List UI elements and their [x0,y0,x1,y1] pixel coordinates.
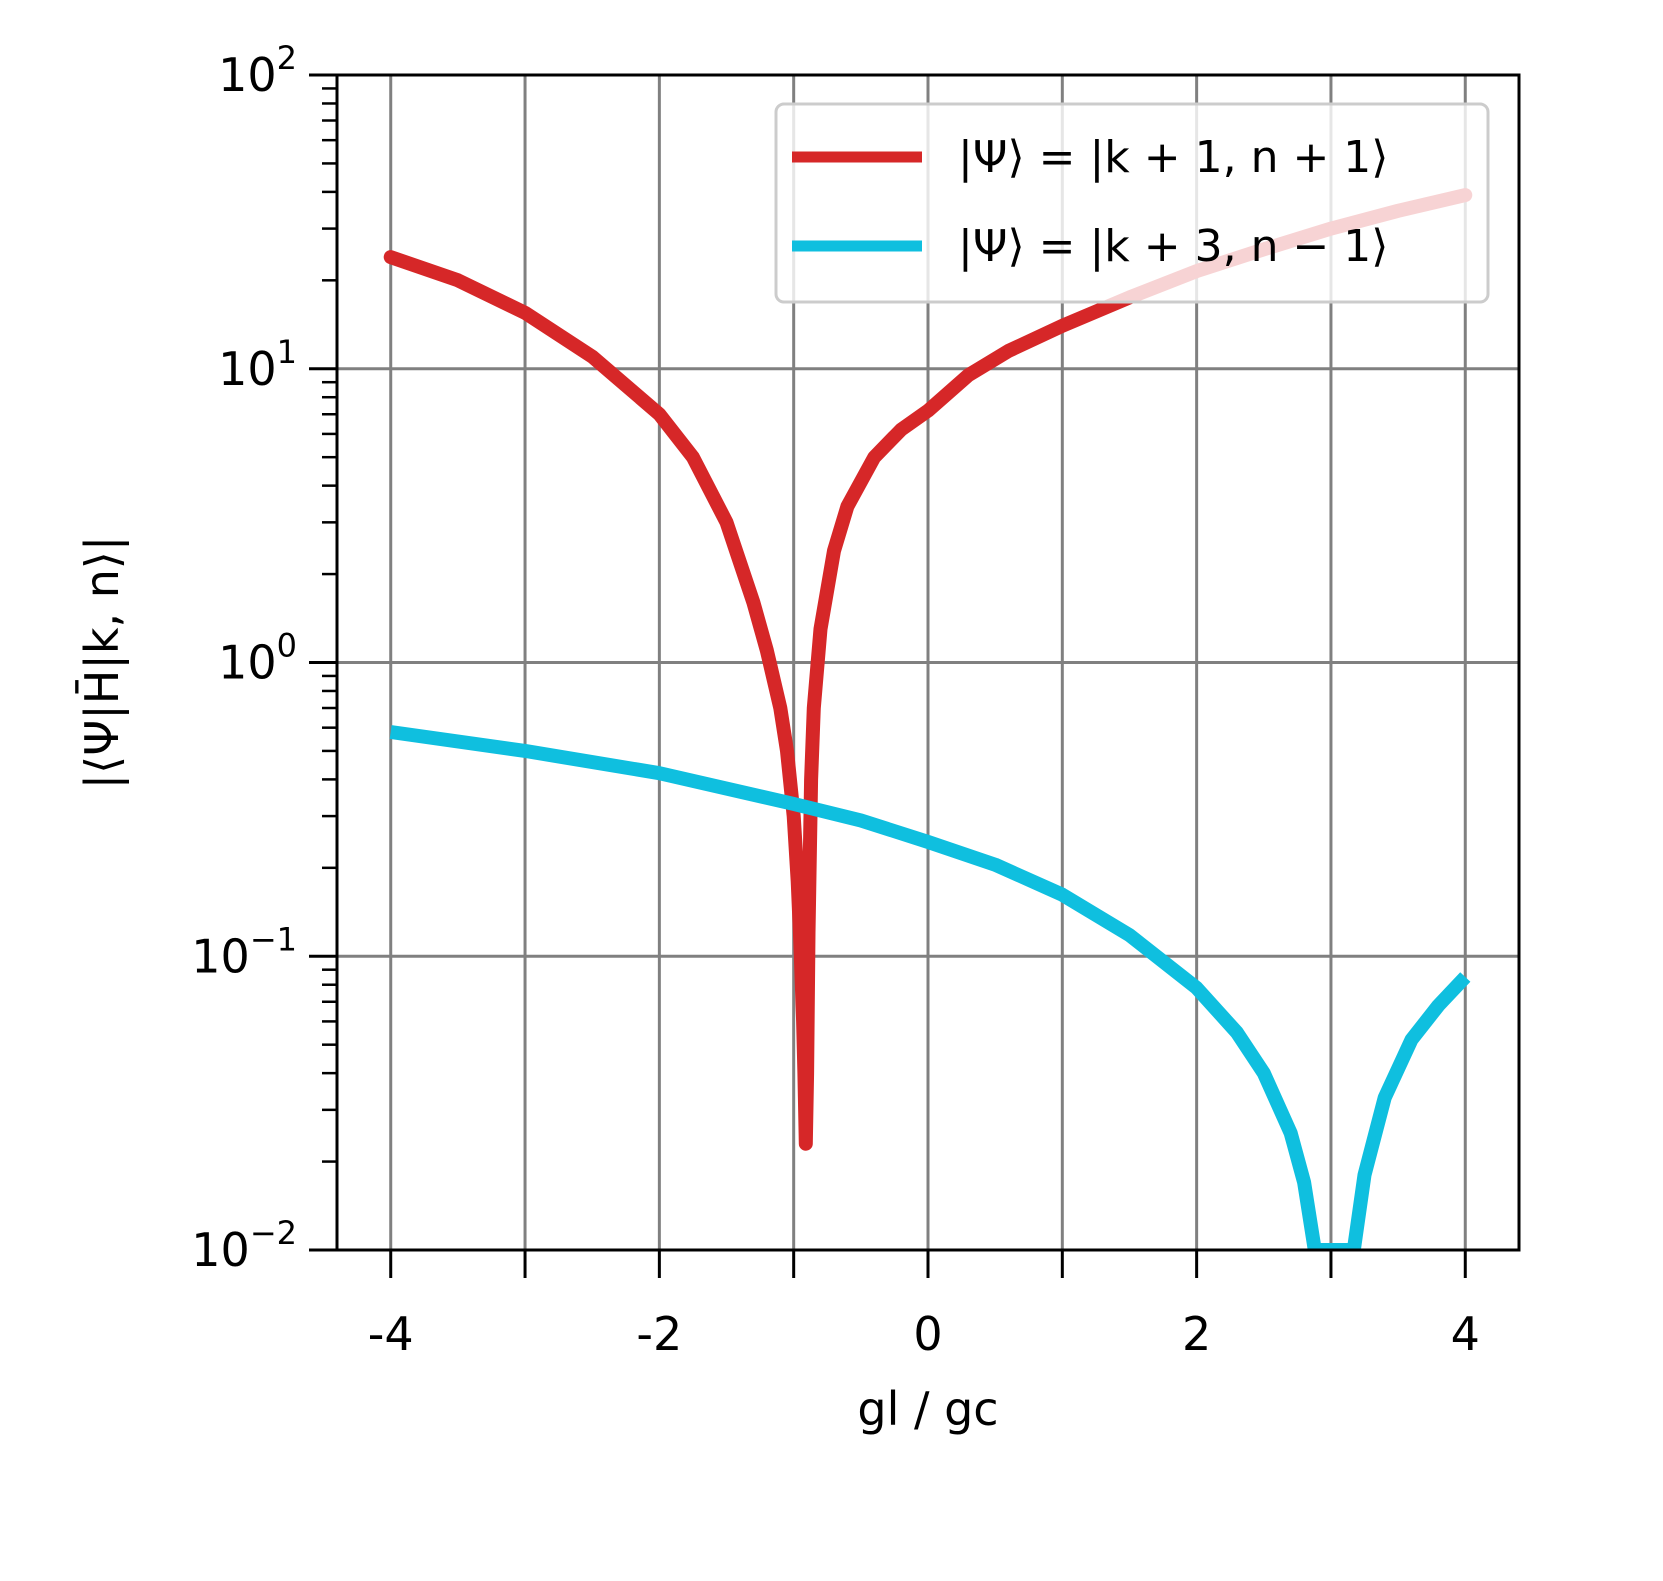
x-tick-labels: -4 -2 0 2 4 [368,1307,1480,1361]
legend: |Ψ⟩ = |k + 1, n + 1⟩ |Ψ⟩ = |k + 3, n − 1… [774,102,1490,304]
x-tick-label: 2 [1182,1307,1211,1361]
y-axis-label: |⟨Ψ|H̄|k, n⟩| [75,536,130,790]
x-axis-label: gl / gc [857,1382,998,1436]
x-tick-label: 4 [1451,1307,1480,1361]
legend-label-series-1: |Ψ⟩ = |k + 1, n + 1⟩ [958,132,1388,183]
ticks [309,73,1467,1278]
series-layer [383,188,1473,1250]
legend-box [774,102,1490,304]
x-tick-label: 0 [913,1307,942,1361]
y-tick-label: 102 [218,39,297,102]
x-tick-label: -2 [636,1307,682,1361]
y-tick-label: 101 [218,333,297,396]
y-tick-labels: 10−2 10−1 100 101 102 [191,39,297,1277]
y-tick-label: 10−1 [191,920,297,983]
series-line-2 [389,725,1471,1250]
legend-label-series-2: |Ψ⟩ = |k + 3, n − 1⟩ [958,221,1388,272]
y-tick-label: 100 [218,627,297,690]
series-line-1 [383,188,1473,1151]
y-tick-label: 10−2 [191,1214,297,1277]
x-tick-label: -4 [368,1307,414,1361]
